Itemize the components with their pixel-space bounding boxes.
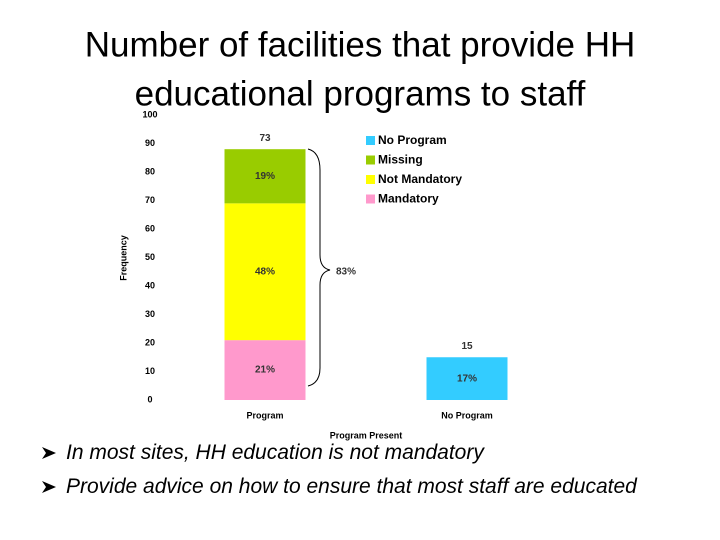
legend-label: Not Mandatory (378, 172, 462, 186)
bar-segment (224, 203, 306, 341)
legend-swatch (366, 136, 375, 145)
y-tick-label: 50 (145, 252, 155, 262)
segment-label: 19% (255, 171, 275, 182)
segment-label: 17% (457, 373, 477, 384)
y-tick-label: 20 (145, 337, 155, 347)
legend-label: Mandatory (378, 192, 439, 206)
bullet-text: In most sites, HH education is not manda… (66, 441, 484, 464)
x-tick-label: No Program (441, 410, 493, 420)
chart-title: Number of facilities that provide HH (85, 25, 636, 64)
legend-swatch (366, 155, 375, 165)
total-label: 15 (461, 341, 473, 352)
bullet: In most sites, HH education is not manda… (40, 440, 680, 465)
legend-label: No Program (378, 133, 447, 147)
y-tick-label: 80 (145, 166, 155, 176)
y-tick-label: 70 (145, 195, 155, 205)
segment-label: 21% (255, 365, 275, 376)
legend-swatch (366, 175, 375, 184)
y-tick-label: 40 (145, 280, 155, 290)
bar-segment (224, 149, 306, 204)
y-axis-label: Frequency (118, 235, 128, 281)
y-tick-label: 30 (145, 309, 155, 319)
y-tick-label: 60 (145, 223, 155, 233)
bar-segment (426, 357, 508, 400)
bullet-arrow (42, 481, 56, 493)
total-label: 73 (259, 133, 271, 144)
bar-segment (224, 340, 306, 400)
y-tick-label: 0 (147, 394, 152, 404)
x-axis-label: Program Present (330, 430, 403, 440)
bullet-text: Provide advice on how to ensure that mos… (66, 475, 637, 498)
legend-label: Missing (378, 153, 423, 167)
brace (307, 148, 331, 387)
y-tick-label: 100 (142, 109, 157, 119)
segment-label: 48% (255, 266, 275, 277)
legend-swatch (366, 194, 375, 204)
bullet-list: In most sites, HH education is not manda… (40, 440, 680, 508)
y-tick-label: 90 (145, 138, 155, 148)
chart-title: educational programs to staff (135, 74, 586, 113)
x-tick-label: Program (246, 410, 283, 420)
bullet: Provide advice on how to ensure that mos… (40, 474, 680, 499)
brace-label: 83% (336, 267, 356, 278)
y-tick-label: 10 (145, 366, 155, 376)
bullet-arrow (42, 447, 56, 459)
